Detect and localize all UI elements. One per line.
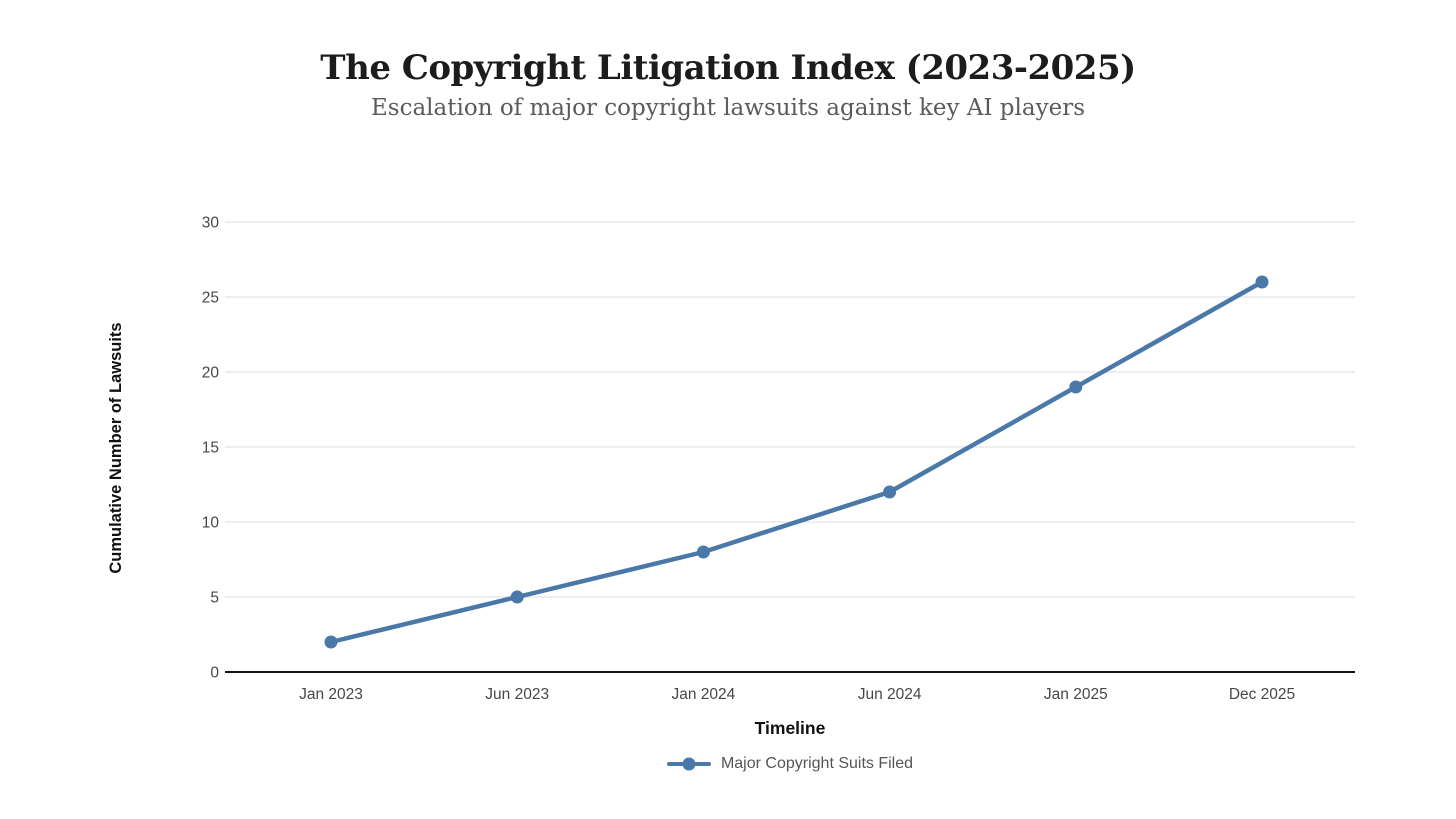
x-tick-label: Jan 2024 [672, 686, 736, 703]
legend-label: Major Copyright Suits Filed [720, 755, 914, 772]
y-tick-label: 5 [210, 589, 219, 606]
y-tick-label: 15 [202, 439, 219, 456]
chart-title: The Copyright Litigation Index (2023-202… [320, 48, 1136, 88]
y-tick-label: 20 [202, 364, 220, 381]
x-axis-title: Timeline [754, 718, 826, 738]
data-point [324, 635, 338, 649]
x-tick-label: Jun 2023 [485, 686, 549, 703]
legend-line-marker-icon [666, 757, 711, 771]
data-point [1069, 380, 1083, 394]
data-point [696, 545, 710, 559]
data-point [510, 590, 524, 604]
x-tick-label: Jan 2025 [1044, 686, 1108, 703]
data-point [1255, 275, 1269, 289]
x-tick-label: Jan 2023 [299, 686, 363, 703]
y-tick-label: 10 [202, 514, 220, 531]
x-tick-label: Jun 2024 [858, 686, 922, 703]
x-tick-label: Dec 2025 [1229, 686, 1295, 703]
y-tick-label: 30 [202, 214, 220, 231]
y-tick-label: 0 [210, 664, 219, 681]
legend: Major Copyright Suits Filed [225, 751, 1355, 777]
y-axis-title: Cumulative Number of Lawsuits [107, 322, 125, 574]
chart-subtitle: Escalation of major copyright lawsuits a… [371, 95, 1085, 121]
y-tick-label: 25 [202, 289, 219, 306]
series-line [328, 279, 1265, 645]
data-point [883, 485, 897, 499]
